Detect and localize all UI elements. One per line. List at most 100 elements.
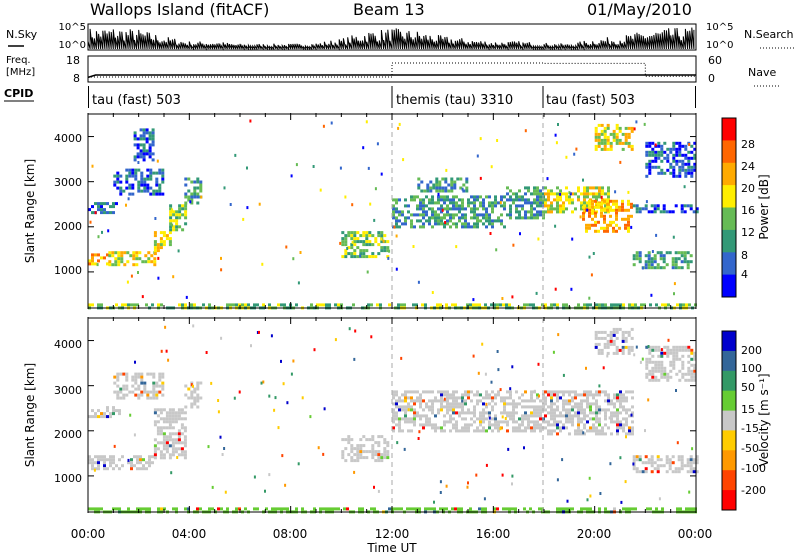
heatmap-cell (595, 303, 598, 307)
heatmap-cell (94, 507, 97, 511)
heatmap-cell (158, 390, 162, 394)
heatmap-cell (392, 216, 395, 220)
heatmap-cell (644, 204, 648, 208)
heatmap-cell (346, 507, 349, 511)
heatmap-cell (100, 211, 103, 215)
heatmap-cell (174, 450, 178, 454)
heatmap-cell (196, 177, 200, 181)
heatmap-cell (392, 198, 395, 202)
heatmap-cell (580, 405, 583, 409)
heatmap-cell (392, 426, 395, 430)
heatmap-cell (413, 402, 416, 406)
heatmap-cell (101, 230, 103, 234)
heatmap-cell (657, 366, 661, 370)
heatmap-cell (598, 186, 601, 190)
heatmap-cell (470, 195, 473, 199)
heatmap-cell (446, 396, 449, 400)
heatmap-cell (149, 174, 153, 178)
heatmap-cell (571, 405, 574, 409)
heatmap-cell (574, 390, 577, 394)
heatmap-cell (619, 405, 622, 409)
heatmap-cell (171, 411, 175, 415)
heatmap-cell (514, 507, 517, 511)
heatmap-cell (627, 144, 631, 148)
heatmap-cell (122, 387, 126, 391)
heatmap-cell (586, 189, 589, 193)
heatmap-cell (635, 210, 639, 214)
heatmap-cell (94, 211, 97, 215)
heatmap-cell (131, 174, 135, 178)
heatmap-cell (479, 411, 482, 415)
heatmap-cell (297, 281, 300, 285)
heatmap-cell (455, 195, 458, 199)
heatmap-cell (440, 198, 443, 202)
heatmap-cell (159, 231, 163, 235)
heatmap-cell (374, 240, 378, 244)
heatmap-cell (505, 303, 508, 307)
heatmap-cell (589, 393, 592, 397)
heatmap-cell (589, 186, 592, 190)
heatmap-cell (415, 507, 418, 511)
heatmap-cell (168, 231, 172, 235)
heatmap-cell (148, 143, 152, 147)
heatmap-cell (533, 201, 536, 205)
heatmap-cell (177, 249, 180, 253)
freq-left-tick-bottom: 8 (73, 72, 80, 85)
heatmap-cell (144, 254, 148, 258)
heatmap-cell (586, 192, 589, 196)
heatmap-cell (536, 192, 539, 196)
heatmap-cell (635, 207, 639, 211)
heatmap-cell (158, 384, 162, 388)
heatmap-cell (413, 411, 416, 415)
heatmap-cell (175, 222, 179, 226)
heatmap-cell (155, 390, 159, 394)
heatmap-cell (624, 345, 628, 349)
heatmap-cell (680, 260, 684, 264)
heatmap-cell (512, 198, 515, 202)
heatmap-cell (649, 303, 652, 307)
heatmap-cell (439, 491, 442, 494)
heatmap-cell (499, 427, 502, 431)
heatmap-cell (452, 426, 455, 430)
heatmap-cell (443, 207, 446, 211)
heatmap-cell (559, 429, 562, 433)
heatmap-cell (401, 417, 404, 421)
heatmap-cell (625, 390, 628, 394)
heatmap-cell (597, 138, 601, 142)
heatmap-cell (663, 150, 667, 154)
heatmap-cell (491, 207, 494, 211)
heatmap-cell (506, 390, 509, 394)
heatmap-cell (457, 507, 460, 511)
heatmap-cell (162, 444, 166, 448)
power-colorbar-label: Power [dB] (757, 174, 771, 239)
heatmap-cell (178, 207, 182, 211)
heatmap-cell (168, 438, 172, 442)
heatmap-cell (619, 399, 622, 403)
heatmap-cell (481, 342, 484, 346)
heatmap-cell (627, 226, 630, 230)
heatmap-cell (410, 222, 413, 226)
heatmap-cell (440, 204, 443, 208)
heatmap-cell (509, 417, 512, 421)
heatmap-cell (455, 402, 458, 406)
heatmap-cell (437, 222, 440, 226)
heatmap-cell (461, 393, 464, 397)
heatmap-cell (139, 134, 143, 138)
heatmap-cell (383, 246, 387, 250)
heatmap-cell (148, 458, 151, 462)
heatmap-cell (536, 213, 539, 217)
heatmap-cell (431, 408, 434, 412)
heatmap-cell (437, 390, 440, 394)
heatmap-cell (536, 216, 539, 220)
heatmap-cell (686, 263, 690, 267)
heatmap-cell (612, 208, 615, 212)
heatmap-cell (290, 372, 293, 376)
heatmap-cell (136, 303, 139, 307)
heatmap-cell (165, 441, 169, 445)
heatmap-cell (172, 219, 176, 223)
heatmap-cell (467, 411, 470, 415)
heatmap-cell (455, 426, 458, 430)
heatmap-cell (140, 183, 144, 187)
heatmap-cell (158, 375, 162, 379)
heatmap-cell (467, 481, 469, 485)
